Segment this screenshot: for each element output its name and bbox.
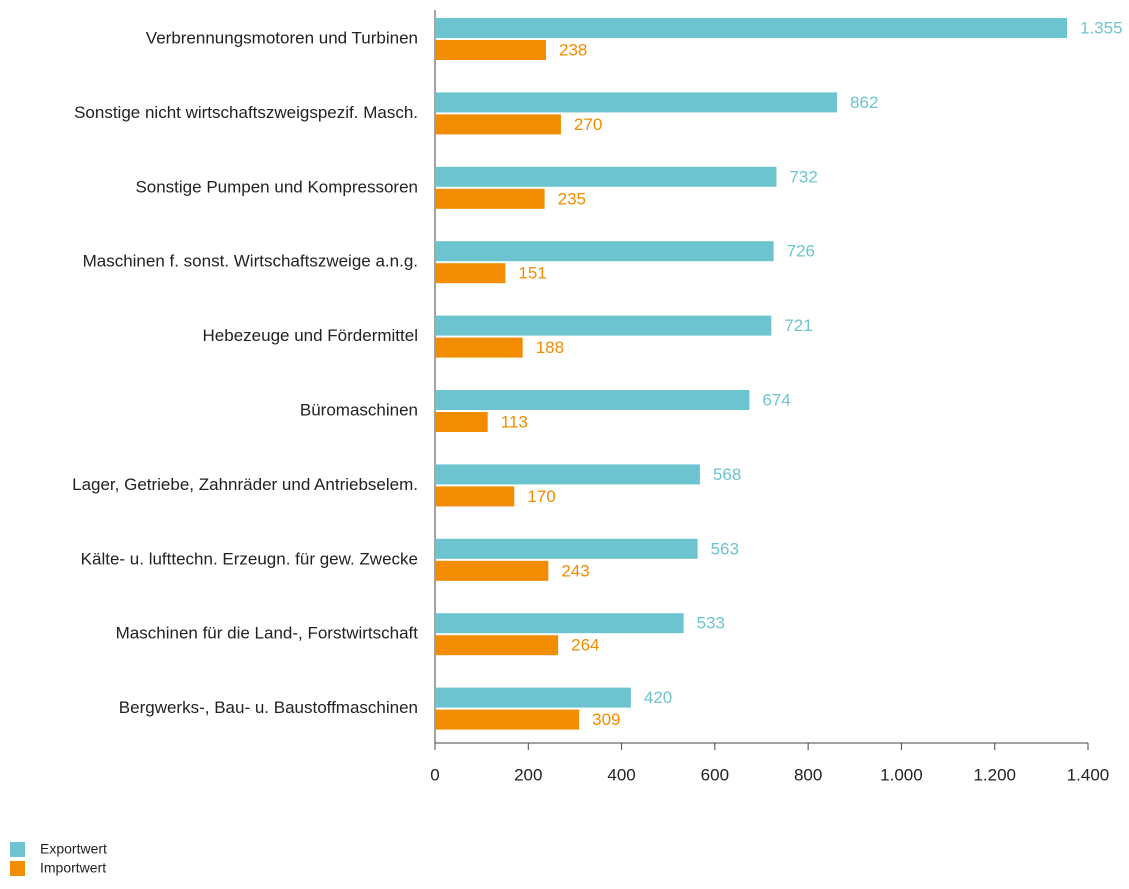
bar — [435, 92, 838, 113]
bar — [435, 635, 559, 656]
legend-swatch — [10, 861, 25, 876]
x-tick-label: 0 — [430, 765, 439, 784]
y-tick-label: Maschinen f. sonst. Wirtschaftszweige a.… — [83, 252, 418, 271]
value-label: 563 — [711, 539, 739, 558]
value-label: 113 — [501, 412, 528, 431]
bar — [435, 315, 772, 336]
value-label: 862 — [850, 93, 878, 112]
value-label: 309 — [592, 710, 620, 729]
bar — [435, 40, 547, 60]
bar — [435, 486, 515, 507]
y-tick-label: Lager, Getriebe, Zahnräder und Antriebse… — [72, 475, 418, 494]
value-label: 721 — [784, 316, 812, 335]
bar — [435, 687, 631, 708]
value-label: 235 — [558, 189, 586, 208]
x-tick-label: 1.400 — [1067, 765, 1110, 784]
value-label: 188 — [536, 338, 564, 357]
y-tick-label: Bergwerks-, Bau- u. Baustoffmaschinen — [119, 698, 418, 717]
x-tick-label: 1.000 — [880, 765, 923, 784]
value-label: 726 — [787, 242, 815, 261]
bar — [435, 560, 549, 581]
bar — [435, 412, 488, 432]
bar — [435, 241, 774, 262]
y-tick-label: Sonstige nicht wirtschaftszweigspezif. M… — [74, 103, 418, 122]
y-tick-label: Maschinen für die Land-, Forstwirtschaft — [116, 624, 419, 643]
value-label: 533 — [697, 614, 725, 633]
bar — [435, 263, 506, 284]
bar — [435, 166, 777, 187]
value-label: 170 — [527, 487, 555, 506]
y-tick-label: Büromaschinen — [300, 400, 418, 419]
value-label: 151 — [518, 264, 546, 283]
y-tick-label: Sonstige Pumpen und Kompressoren — [135, 177, 418, 196]
bar — [435, 390, 750, 410]
value-label: 238 — [559, 40, 587, 59]
bar — [435, 188, 545, 209]
value-label: 674 — [762, 390, 790, 409]
bar — [435, 464, 700, 485]
value-label: 264 — [571, 636, 599, 655]
bar — [435, 613, 684, 634]
y-tick-label: Hebezeuge und Fördermittel — [203, 326, 418, 345]
legend-label: Importwert — [40, 860, 106, 876]
bar — [435, 18, 1068, 38]
x-tick-label: 1.200 — [973, 765, 1016, 784]
value-label: 420 — [644, 688, 672, 707]
bar — [435, 337, 523, 358]
bar — [435, 114, 561, 135]
bar — [435, 538, 698, 559]
value-label: 270 — [574, 115, 602, 134]
x-tick-label: 600 — [701, 765, 729, 784]
legend-label: Exportwert — [40, 841, 107, 857]
value-label: 732 — [789, 167, 817, 186]
value-label: 243 — [561, 561, 589, 580]
x-tick-label: 200 — [514, 765, 542, 784]
x-tick-label: 400 — [607, 765, 635, 784]
bar — [435, 709, 580, 730]
legend-swatch — [10, 842, 25, 857]
y-tick-label: Kälte- u. lufttechn. Erzeugn. für gew. Z… — [81, 549, 418, 568]
value-label: 568 — [713, 465, 741, 484]
x-tick-label: 800 — [794, 765, 822, 784]
value-label: 1.355 — [1080, 18, 1123, 37]
y-tick-label: Verbrennungsmotoren und Turbinen — [146, 28, 418, 47]
